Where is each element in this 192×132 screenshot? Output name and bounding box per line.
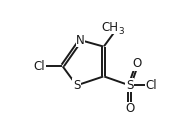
Text: O: O	[125, 102, 134, 115]
Text: Cl: Cl	[33, 60, 45, 72]
Text: CH: CH	[101, 21, 118, 34]
Text: S: S	[126, 79, 133, 92]
Text: S: S	[73, 79, 80, 92]
Text: N: N	[76, 34, 85, 47]
Text: O: O	[133, 57, 142, 70]
Text: 3: 3	[118, 27, 124, 36]
Text: Cl: Cl	[146, 79, 157, 92]
